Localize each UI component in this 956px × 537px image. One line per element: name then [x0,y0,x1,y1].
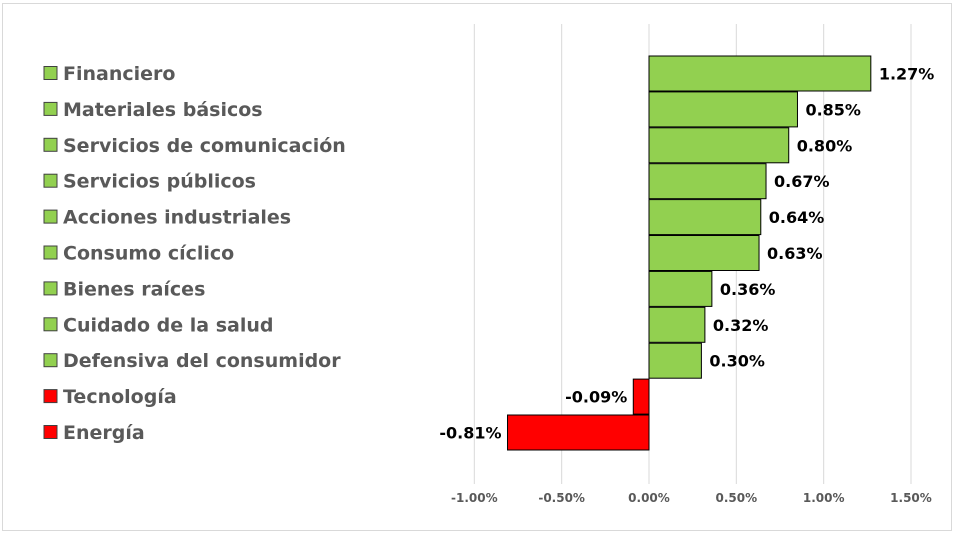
data-label: 0.80% [797,136,853,155]
bar [648,342,702,379]
legend-label: Consumo cíclico [63,243,234,265]
bar [648,306,706,343]
data-label: -0.09% [565,388,627,407]
bar [507,414,650,451]
bar [648,163,767,200]
legend-swatch [43,101,58,116]
bar [632,378,650,415]
legend-swatch [43,209,58,224]
legend-swatch [43,173,58,188]
bar [648,199,762,236]
legend-swatch [43,425,58,439]
x-tick-label: -1.00% [451,491,498,505]
data-label: 0.85% [805,100,861,119]
bar [648,235,760,271]
legend: Financiero Materiales básicos Servicios de… [43,63,346,444]
x-axis-ticks: -1.00% -0.50% 0.00% 0.50% 1.00% 1.50% [451,491,932,505]
legend-label: Materiales básicos [63,99,263,121]
legend-label: Servicios de comunicación [63,135,346,157]
data-label: 0.67% [774,172,830,191]
data-labels: 1.27% 0.85% 0.80% 0.67% 0.64% 0.63% 0.36% 0.32%… [439,65,934,443]
data-label: 0.30% [709,352,765,371]
sector-performance-chart: 1.27% 0.85% 0.80% 0.67% 0.64% 0.63% 0.36% 0.32%… [43,24,934,505]
bar [648,270,713,307]
legend-swatch [43,281,58,296]
legend-swatch [43,389,58,404]
legend-swatch [43,137,58,152]
legend-swatch [43,245,58,260]
bar [648,55,872,92]
legend-label: Cuidado de la salud [63,314,274,336]
legend-swatch [43,353,58,368]
data-label: -0.81% [439,424,501,443]
legend-label: Financiero [63,63,175,85]
chart-frame: 1.27% 0.85% 0.80% 0.67% 0.64% 0.63% 0.36% 0.32%… [2,3,952,531]
data-label: 0.36% [720,280,776,299]
data-label: 1.27% [879,65,935,84]
data-label: 0.64% [769,208,825,227]
legend-label: Tecnología [63,386,177,408]
legend-label: Bienes raíces [63,278,205,300]
bar [648,91,798,128]
x-tick-label: 1.00% [803,491,845,505]
legend-label: Servicios públicos [63,171,256,193]
x-tick-label: 1.50% [890,491,932,505]
data-label: 0.32% [713,316,769,335]
x-tick-label: -0.50% [538,491,585,505]
legend-swatch [43,317,58,332]
legend-label: Acciones industriales [63,207,291,229]
bar [648,127,790,164]
x-tick-label: 0.00% [628,491,670,505]
x-tick-label: 0.50% [716,491,758,505]
legend-swatch [43,66,58,80]
bars [507,55,872,451]
legend-label: Energía [63,422,145,444]
data-label: 0.63% [767,244,823,263]
legend-label: Defensiva del consumidor [63,350,341,372]
